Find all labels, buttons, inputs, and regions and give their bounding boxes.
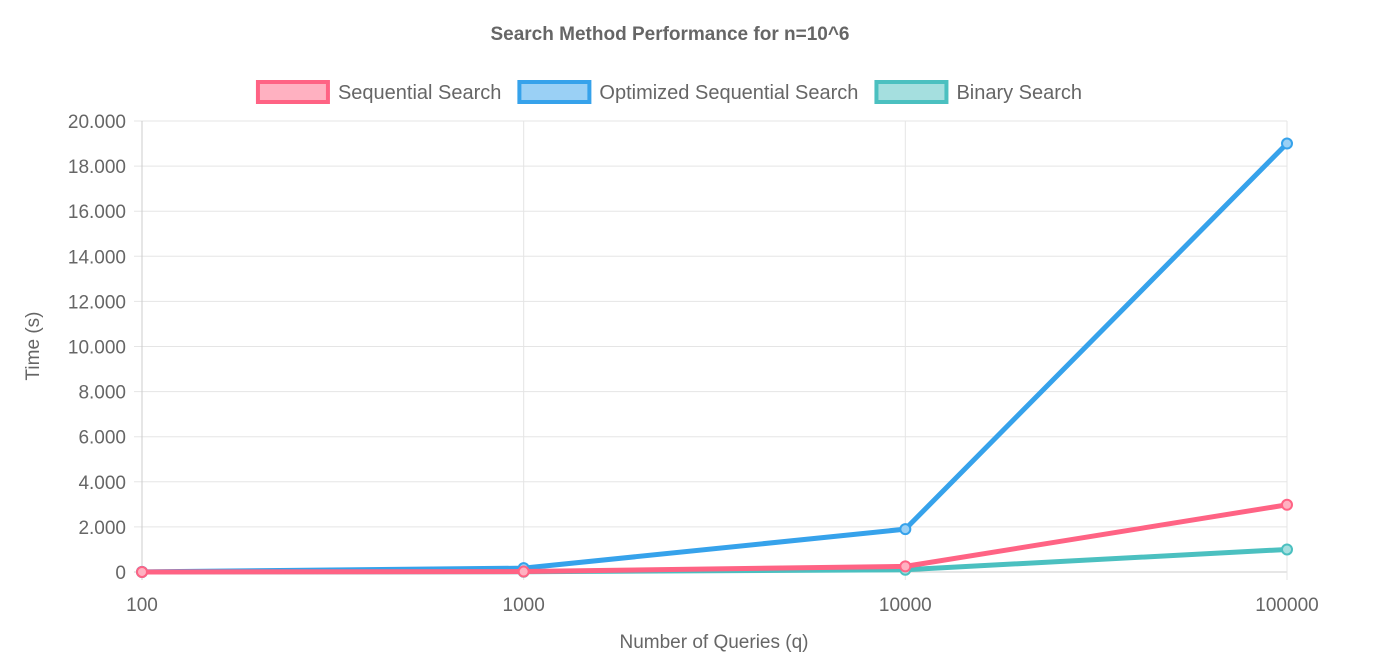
data-point[interactable] [517,565,530,578]
series-optimized-sequential-search [136,137,1293,578]
legend-label: Sequential Search [338,82,501,104]
legend-swatch [255,80,330,104]
series-sequential-search [136,498,1293,578]
y-axis-title: Time (s) [23,312,44,381]
y-tick-label: 4.000 [78,473,126,494]
x-tick-label: 100 [126,595,158,616]
data-point[interactable] [1281,137,1293,150]
legend-item[interactable]: Sequential Search [255,80,501,104]
data-point[interactable] [1281,498,1293,511]
y-axis-ticks: 0 2.000 4.000 6.000 8.000 10.000 12.000 14.000 1… [68,112,126,584]
y-tick-label: 6.000 [78,428,126,449]
series-layer [136,137,1293,578]
data-point[interactable] [136,565,148,578]
y-tick-label: 12.000 [68,292,126,313]
x-tick-label: 100000 [1255,595,1318,616]
data-point[interactable] [1281,543,1293,556]
grid-lines [134,120,1288,580]
data-point[interactable] [899,523,912,536]
series-line [139,502,1290,575]
y-tick-label: 14.000 [68,247,126,268]
y-tick-label: 0 [115,563,126,584]
x-axis-ticks: 100 1000 10000 100000 [126,595,1319,616]
series-line [139,141,1290,575]
legend: Sequential Search Optimized Sequential Se… [255,80,1082,104]
legend-label: Optimized Sequential Search [599,82,858,104]
legend-item[interactable]: Binary Search [874,80,1082,104]
y-tick-label: 2.000 [78,518,126,539]
legend-item[interactable]: Optimized Sequential Search [517,80,858,104]
chart-title: Search Method Performance for n=10^6 [490,24,849,45]
y-tick-label: 10.000 [68,338,126,359]
y-tick-label: 18.000 [68,157,126,178]
y-tick-label: 8.000 [78,383,126,404]
legend-swatch [874,80,949,104]
legend-swatch [517,80,592,104]
x-tick-label: 1000 [503,595,545,616]
legend-label: Binary Search [956,82,1082,104]
y-tick-label: 16.000 [68,202,126,223]
x-tick-label: 10000 [879,595,932,616]
y-tick-label: 20.000 [68,112,126,133]
data-point[interactable] [899,560,912,573]
x-axis-title: Number of Queries (q) [619,632,808,653]
